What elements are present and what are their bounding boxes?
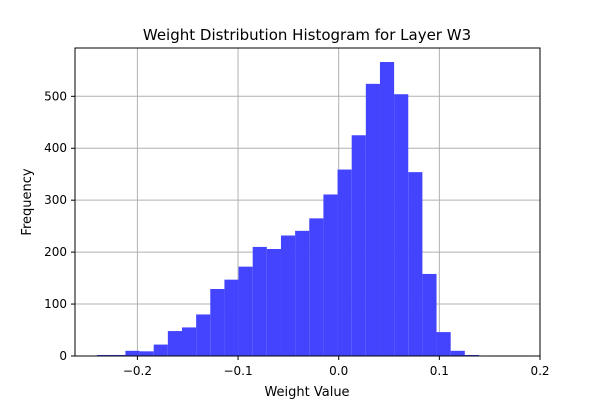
histogram-bar	[167, 331, 182, 356]
histogram-bar	[111, 354, 126, 356]
histogram-bar	[252, 246, 267, 356]
x-tick-label: 0.2	[530, 364, 549, 378]
histogram-bar	[351, 135, 366, 356]
x-tick-label: −0.1	[223, 364, 252, 378]
histogram-bar	[238, 266, 253, 356]
y-axis-label: Frequency	[20, 168, 35, 235]
y-tick-label: 300	[44, 193, 67, 207]
histogram-bar	[295, 230, 310, 356]
histogram-bar	[464, 354, 479, 356]
y-tick-label: 200	[44, 245, 67, 259]
histogram-bars	[97, 62, 522, 357]
histogram-bar	[97, 354, 112, 356]
histogram-bar	[422, 273, 437, 356]
histogram-bar	[309, 218, 324, 356]
chart-title: Weight Distribution Histogram for Layer …	[143, 26, 471, 44]
histogram-bar	[337, 169, 352, 356]
y-tick-label: 100	[44, 297, 67, 311]
y-tick-label: 400	[44, 141, 67, 155]
histogram-bar	[365, 83, 380, 357]
histogram-bar	[408, 172, 423, 356]
axis-ticks: −0.2 −0.1 0.0 0.1 0.2 0 100 200 300 400 500	[44, 89, 549, 378]
y-tick-label: 0	[59, 349, 67, 363]
x-tick-label: −0.2	[123, 364, 152, 378]
y-tick-label: 500	[44, 89, 67, 103]
x-tick-label: 0.1	[430, 364, 449, 378]
histogram-bar	[210, 288, 225, 356]
histogram-bar	[379, 62, 395, 356]
histogram-bar	[153, 344, 168, 356]
histogram-bar	[196, 314, 211, 356]
histogram-bar	[181, 327, 197, 356]
x-tick-label: 0.0	[329, 364, 348, 378]
histogram-bar	[139, 351, 154, 356]
histogram-bar	[323, 194, 338, 356]
histogram-bar	[280, 235, 296, 356]
plot-frame	[74, 47, 541, 357]
histogram-bar	[224, 279, 239, 356]
histogram-bar	[125, 350, 140, 356]
histogram-bar	[266, 249, 281, 356]
histogram-bar	[450, 350, 465, 356]
x-axis-label: Weight Value	[264, 385, 349, 400]
histogram-bar	[436, 332, 451, 356]
histogram-bar	[394, 94, 409, 357]
